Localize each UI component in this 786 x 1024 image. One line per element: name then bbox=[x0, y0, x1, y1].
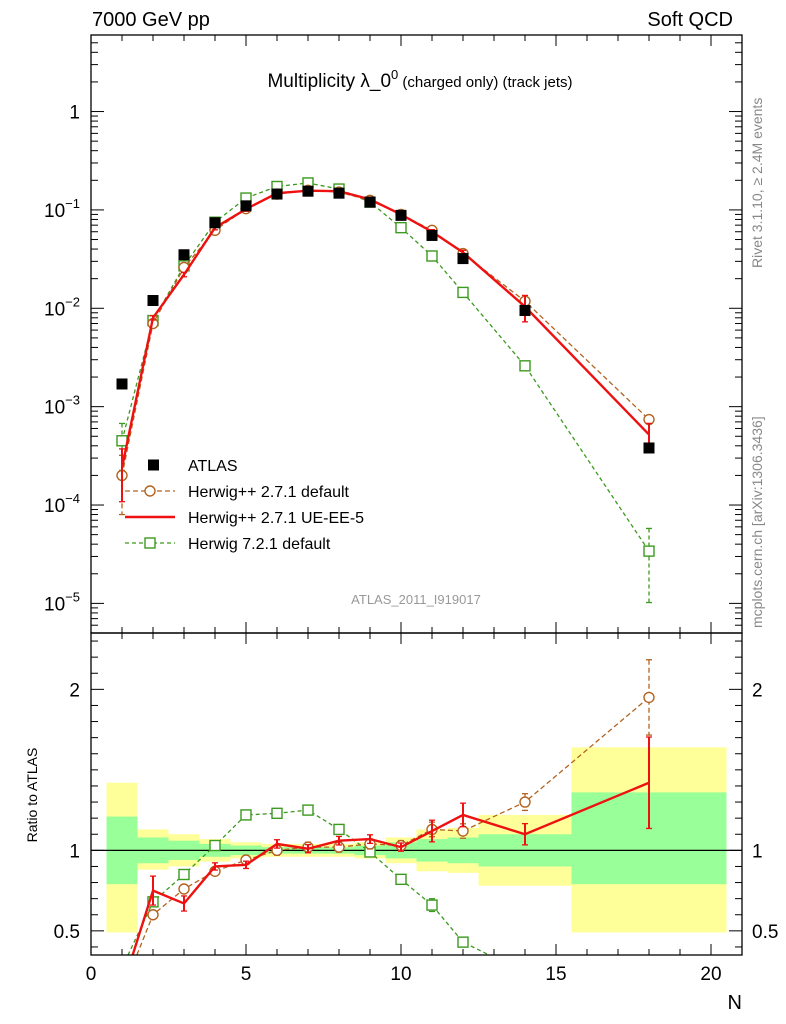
x-tick-label-0: 0 bbox=[86, 964, 97, 985]
main-atlas-point-7 bbox=[333, 187, 345, 199]
ratio-h721-point-4 bbox=[240, 809, 252, 821]
ratio-h721-point-7 bbox=[333, 823, 345, 836]
ratio-h271-point-12 bbox=[519, 796, 531, 808]
plot-labels: 7000 GeV pp Soft QCD Multiplicity λ_00 (… bbox=[24, 9, 765, 1014]
ratio-y-tick-label-right-1: 1 bbox=[752, 841, 763, 862]
legend: ATLAS Herwig++ 2.7.1 default Herwig++ 2.7.… bbox=[125, 458, 364, 553]
main-atlas-point-8 bbox=[364, 196, 376, 208]
ratio-y-tick-label-left-0.5: 0.5 bbox=[54, 922, 80, 943]
main-h721-point-13 bbox=[643, 545, 655, 557]
ratio-h721-point-0 bbox=[117, 963, 127, 973]
main-atlas-point-10 bbox=[426, 229, 438, 241]
plot-marks bbox=[116, 177, 655, 1002]
main-panel-marks bbox=[116, 177, 655, 604]
main-h721-point-12 bbox=[519, 360, 531, 372]
legend-marker-h721 bbox=[144, 537, 156, 549]
y-tick-base-4: 10 bbox=[44, 496, 65, 517]
ratio-y-tick-label-left-2: 2 bbox=[69, 680, 80, 701]
ratio-h721-point-11 bbox=[457, 936, 469, 948]
main-h721-point-11 bbox=[457, 286, 469, 299]
ratio-h721-point-13 bbox=[644, 992, 654, 1002]
ratio-h721-point-10 bbox=[426, 899, 438, 911]
y-tick-label-1: 10−1 bbox=[44, 196, 80, 222]
legend-label-atlas: ATLAS bbox=[188, 458, 238, 475]
legend-label-h721: Herwig 7.2.1 default bbox=[188, 536, 331, 553]
ratio-frame bbox=[90, 632, 743, 956]
y-tick-exp-3: −3 bbox=[65, 393, 80, 408]
x-axis-label: N bbox=[728, 992, 742, 1014]
ratio-h271-point-11 bbox=[457, 825, 469, 837]
main-atlas-point-1 bbox=[147, 294, 159, 306]
main-atlas-point-3 bbox=[209, 217, 221, 229]
main-atlas-point-11 bbox=[457, 253, 469, 265]
ratio-uncertainty-bands bbox=[91, 747, 742, 933]
ratio-h721-point-6 bbox=[302, 804, 314, 816]
rivet-label: Rivet 3.1.10, ≥ 2.4M events bbox=[749, 98, 765, 268]
y-tick-base-5: 10 bbox=[44, 594, 65, 615]
main-atlas-point-13 bbox=[643, 442, 655, 454]
ratio-h721-point-9 bbox=[395, 873, 407, 886]
y-tick-base-3: 10 bbox=[44, 398, 65, 419]
main-atlas-point-4 bbox=[240, 200, 252, 212]
ratio-h271-point-2 bbox=[178, 883, 190, 895]
y-tick-base-2: 10 bbox=[44, 299, 65, 320]
chart-title-main: Multiplicity λ_0 bbox=[267, 71, 391, 92]
legend-marker-atlas bbox=[148, 459, 159, 471]
y-tick-exp-1: −1 bbox=[65, 196, 80, 211]
main-atlas-point-2 bbox=[178, 249, 190, 261]
x-tick-label-20: 20 bbox=[700, 964, 721, 985]
ratio-h721-point-12 bbox=[520, 968, 530, 978]
main-h721-line bbox=[121, 182, 650, 552]
y-tick-label-3: 10−3 bbox=[44, 393, 80, 419]
y-tick-label-5: 10−5 bbox=[44, 589, 80, 615]
header-left: 7000 GeV pp bbox=[92, 9, 210, 31]
ratio-h271-point-1 bbox=[147, 909, 159, 921]
mcplots-label: mcplots.cern.ch [arXiv:1306.3436] bbox=[749, 416, 765, 628]
main-atlas-point-6 bbox=[302, 185, 314, 197]
y-tick-label-2: 10−2 bbox=[44, 294, 80, 320]
ratio-y-tick-label-left-1: 1 bbox=[69, 841, 80, 862]
legend-label-ueee5: Herwig++ 2.7.1 UE-EE-5 bbox=[188, 510, 364, 527]
main-atlas-point-9 bbox=[395, 209, 407, 221]
ratio-y-tick-label-right-2: 2 bbox=[752, 680, 763, 701]
x-tick-label-5: 5 bbox=[241, 964, 252, 985]
y-tick-label-4: 10−4 bbox=[44, 491, 80, 517]
y-tick-base-1: 10 bbox=[44, 201, 65, 222]
ratio-h271-point-13 bbox=[643, 691, 655, 704]
x-tick-label-15: 15 bbox=[545, 964, 566, 985]
chart-title-tail: (charged only) (track jets) bbox=[398, 74, 572, 91]
main-h721-point-10 bbox=[426, 250, 438, 262]
y-tick-exp-4: −4 bbox=[65, 491, 80, 506]
main-atlas-point-0 bbox=[116, 378, 128, 390]
ratio-ueee5-line bbox=[131, 781, 650, 955]
y-tick-exp-5: −5 bbox=[65, 589, 80, 604]
y-tick-exp-2: −2 bbox=[65, 294, 80, 309]
main-ueee5-line bbox=[120, 189, 650, 468]
ratio-h271-point-0 bbox=[117, 987, 127, 997]
main-h721-point-0 bbox=[116, 435, 128, 447]
chart-title-sup: 0 bbox=[391, 67, 398, 82]
header-right: Soft QCD bbox=[647, 9, 733, 31]
chart-title: Multiplicity λ_00 (charged only) (track … bbox=[267, 67, 572, 92]
ratio-h721-point-3 bbox=[209, 839, 221, 852]
legend-marker-h271 bbox=[144, 485, 156, 497]
y-tick-label-0: 1 bbox=[69, 103, 80, 124]
ratio-y-tick-label-right-0.5: 0.5 bbox=[752, 922, 778, 943]
legend-label-h271: Herwig++ 2.7.1 default bbox=[188, 484, 350, 501]
analysis-watermark: ATLAS_2011_I919017 bbox=[351, 592, 481, 607]
ratio-h721-point-5 bbox=[271, 807, 283, 820]
main-atlas-point-5 bbox=[271, 188, 283, 200]
ratio-ylabel: Ratio to ATLAS bbox=[24, 748, 40, 843]
ratio-panel-marks bbox=[117, 659, 655, 1002]
main-atlas-point-12 bbox=[519, 304, 531, 316]
main-h721-point-9 bbox=[395, 221, 407, 234]
x-tick-label-10: 10 bbox=[390, 964, 411, 985]
ratio-h721-point-2 bbox=[178, 868, 190, 881]
